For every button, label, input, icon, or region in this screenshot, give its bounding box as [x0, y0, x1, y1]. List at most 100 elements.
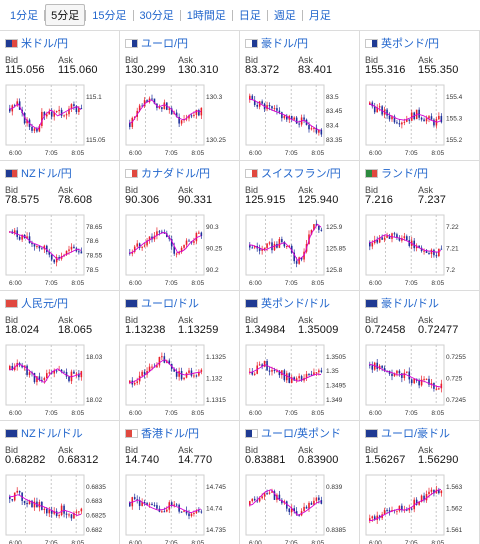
price-chart: 7.22 7.21 7.2 6:00 7:05 8:05	[365, 214, 459, 287]
y-tick-label: 0.6825	[86, 513, 106, 520]
pair-link[interactable]: スイスフラン/円	[245, 166, 341, 180]
candle-body	[428, 378, 430, 385]
candle-body	[266, 105, 268, 110]
pair-name: NZドル/ドル	[21, 428, 83, 440]
y-tick-label: 0.683	[86, 498, 103, 505]
tab-separator	[44, 9, 46, 21]
timeframe-tab[interactable]: 5分足	[45, 4, 86, 26]
bid-label: Bid	[245, 185, 259, 195]
timeframe-tab[interactable]: 月足	[308, 10, 331, 22]
ask-label: Ask	[178, 445, 194, 455]
candle-body	[188, 240, 190, 242]
bid-value: 14.740	[125, 454, 160, 466]
candle-body	[428, 491, 430, 495]
pair-link[interactable]: 英ポンド/円	[365, 36, 439, 50]
candle-body	[420, 379, 423, 386]
candle-body	[398, 237, 401, 241]
candle-body	[180, 247, 183, 252]
candle-body	[136, 243, 138, 247]
x-tick-label: 7:05	[405, 410, 418, 417]
candle-body	[396, 510, 398, 512]
ask-label: Ask	[58, 445, 74, 455]
candle-body	[193, 375, 195, 377]
pair-link[interactable]: ユーロ/ドル	[125, 296, 199, 310]
bid-value: 0.83881	[245, 454, 286, 466]
pair-link[interactable]: ランド/円	[365, 166, 428, 180]
flag-icon	[365, 428, 378, 438]
y-tick-label: 83.5	[326, 94, 339, 101]
candle-body	[286, 501, 288, 509]
candle-body	[425, 494, 428, 501]
candle-body	[48, 111, 51, 115]
candle-body	[398, 123, 401, 125]
candle-body	[195, 510, 198, 514]
pair-link[interactable]: ユーロ/円	[125, 36, 188, 50]
price-chart: 14.745 14.74 14.735 6:00 7:05 8:05	[125, 474, 226, 544]
candle-body	[195, 110, 198, 115]
candle-body	[50, 111, 53, 117]
candle-body	[55, 511, 58, 517]
y-tick-label: 1.35	[326, 368, 339, 375]
candle-body	[286, 373, 288, 381]
timeframe-tab[interactable]: 15分足	[92, 10, 127, 22]
candle-body	[438, 115, 440, 120]
currency-card: 米ドル/円 Bid Ask 115.056 115.060 115.1 115.05 6:00…	[0, 31, 120, 161]
candle-body	[200, 511, 203, 513]
pair-link[interactable]: NZドル/円	[5, 166, 72, 180]
candle-body	[318, 129, 320, 133]
candle-body	[258, 498, 261, 502]
tab-separator	[179, 9, 181, 21]
flag-icon	[125, 38, 138, 48]
pair-link[interactable]: NZドル/ドル	[5, 426, 83, 440]
candle-body	[435, 388, 438, 390]
y-tick-label: 1.132	[206, 375, 223, 382]
candle-body	[261, 101, 263, 104]
candle-body	[428, 253, 430, 255]
candle-body	[408, 240, 411, 246]
candle-body	[53, 370, 55, 374]
pair-link[interactable]: ユーロ/英ポンド	[245, 426, 341, 440]
chart-frame	[365, 344, 445, 406]
candle-body	[151, 98, 153, 100]
candle-body	[185, 510, 188, 514]
y-tick-label: 90.3	[206, 224, 219, 231]
price-chart: 1.1325 1.132 1.1315 6:00 7:05 8:05	[125, 344, 226, 417]
timeframe-tab[interactable]: 30分足	[139, 10, 174, 22]
candle-body	[290, 115, 293, 120]
y-tick-label: 155.2	[446, 137, 463, 144]
candle-body	[251, 95, 254, 101]
candle-body	[198, 232, 200, 234]
timeframe-tab[interactable]: 1分足	[10, 10, 39, 22]
timeframe-tab[interactable]: 日足	[238, 10, 261, 22]
pair-link[interactable]: 英ポンド/ドル	[245, 296, 330, 310]
candle-body	[388, 510, 391, 512]
candle-body	[31, 500, 33, 508]
candle-body	[408, 508, 411, 511]
candle-body	[398, 505, 401, 511]
bid-value: 0.72458	[365, 324, 406, 336]
x-tick-label: 6:00	[9, 410, 22, 417]
pair-link[interactable]: カナダドル/円	[125, 166, 210, 180]
candle-body	[283, 115, 286, 119]
candle-body	[403, 236, 406, 239]
candle-body	[381, 365, 383, 368]
candle-body	[423, 495, 425, 501]
candle-body	[263, 361, 266, 367]
candle-body	[163, 102, 166, 110]
x-tick-label: 8:05	[191, 410, 204, 417]
timeframe-tab[interactable]: 1時間足	[186, 10, 226, 22]
pair-link[interactable]: 人民元/円	[5, 296, 68, 310]
candle-body	[369, 364, 371, 366]
ask-label: Ask	[58, 55, 74, 65]
pair-link[interactable]: 豪ドル/円	[245, 36, 308, 50]
currency-card: ユーロ/英ポンド Bid Ask 0.83881 0.83900 0.839 0.8385 6…	[240, 421, 360, 544]
pair-link[interactable]: 豪ドル/ドル	[365, 296, 439, 310]
y-tick-label: 83.4	[326, 123, 339, 130]
candle-body	[313, 127, 315, 129]
candle-body	[133, 246, 136, 252]
pair-link[interactable]: 香港ドル/円	[125, 426, 199, 440]
ask-value: 0.83900	[298, 454, 339, 466]
pair-link[interactable]: ユーロ/豪ドル	[365, 426, 450, 440]
timeframe-tab[interactable]: 週足	[273, 10, 296, 22]
pair-link[interactable]: 米ドル/円	[5, 36, 68, 50]
